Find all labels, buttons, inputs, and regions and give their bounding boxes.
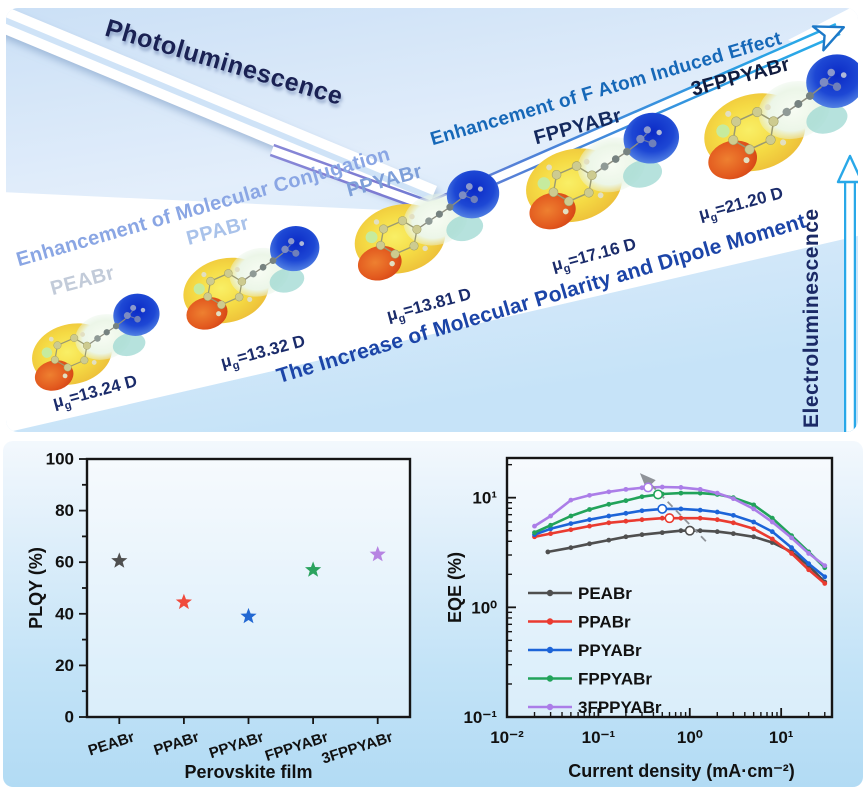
plqy-xlabel: Perovskite film: [184, 762, 312, 782]
electroluminescence-label: Electroluminescence: [800, 208, 823, 428]
eqe-xlabel: Current density (mA·cm⁻²): [568, 761, 795, 781]
legend-item-ppabr: PPABr: [528, 613, 631, 632]
electroluminescence-arrow: [836, 154, 858, 432]
charts-panel-background: [3, 441, 863, 787]
x-tick-label: PPYABr: [207, 729, 266, 763]
plqy-star-ppabr: [175, 593, 192, 610]
peak-marker-ppabr: [664, 513, 675, 524]
plqy-ylabel: PLQY (%): [26, 547, 46, 629]
arrowhead-icon: [836, 154, 858, 184]
peak-marker-ppyabr: [657, 503, 668, 514]
x-tick-label: PEABr: [86, 729, 137, 760]
eqe-ylabel: EQE (%): [445, 552, 465, 623]
y-tick-label: 10¹: [472, 489, 497, 508]
eqe-chart: 10⁻² 10⁻¹ 10⁰ 10¹10⁻¹10⁰10¹PEABrPPABrPPYABr…: [445, 456, 834, 781]
mechanism-panel-art: [6, 8, 858, 432]
y-tick-label: 10⁰: [471, 598, 497, 617]
legend-item-fppyabr: FPPYABr: [528, 670, 652, 689]
y-tick-label: 10⁻¹: [463, 708, 497, 727]
photoluminescence-arrow: [6, 8, 437, 211]
legend-item-ppyabr: PPYABr: [528, 641, 642, 660]
peak-marker-3fppyabr: [643, 482, 654, 493]
plqy-star-3fppyabr: [369, 546, 386, 562]
legend-label: PEABr: [578, 584, 632, 603]
x-tick-label: 10⁻²: [490, 728, 524, 747]
svg-text:100: 100: [46, 450, 74, 469]
arrowhead-icon: [811, 25, 846, 52]
svg-text:40: 40: [55, 604, 74, 623]
legend-label: FPPYABr: [578, 670, 652, 689]
peak-marker-fppyabr: [653, 489, 664, 500]
x-tick-label: 10⁰: [677, 728, 703, 747]
svg-text:60: 60: [55, 553, 74, 572]
plqy-star-fppyabr: [305, 561, 322, 577]
x-tick-label: 10⁻¹: [582, 728, 616, 747]
plqy-star-ppyabr: [240, 607, 257, 624]
legend-label: PPYABr: [578, 641, 642, 660]
x-tick-label: 3FPPYABr: [320, 729, 395, 768]
arrowhead-icon: [639, 473, 656, 490]
plqy-chart: 0 20 40 60 80 100 PEABr PPABr PPYABrFPPYABr3FPPY…: [26, 450, 412, 782]
x-tick-label: 10¹: [769, 728, 794, 747]
legend-label: PPABr: [578, 613, 631, 632]
legend-label: 3FPPYABr: [578, 698, 662, 717]
plqy-star-peabr: [111, 552, 128, 568]
svg-text:20: 20: [55, 656, 74, 675]
legend-item-3fppyabr: 3FPPYABr: [528, 698, 662, 717]
x-tick-label: FPPYABr: [263, 729, 331, 765]
svg-text:0: 0: [65, 708, 74, 727]
legend-item-peabr: PEABr: [528, 584, 632, 603]
svg-text:80: 80: [55, 501, 74, 520]
x-tick-label: PPABr: [152, 729, 202, 760]
peak-marker-peabr: [684, 525, 695, 536]
